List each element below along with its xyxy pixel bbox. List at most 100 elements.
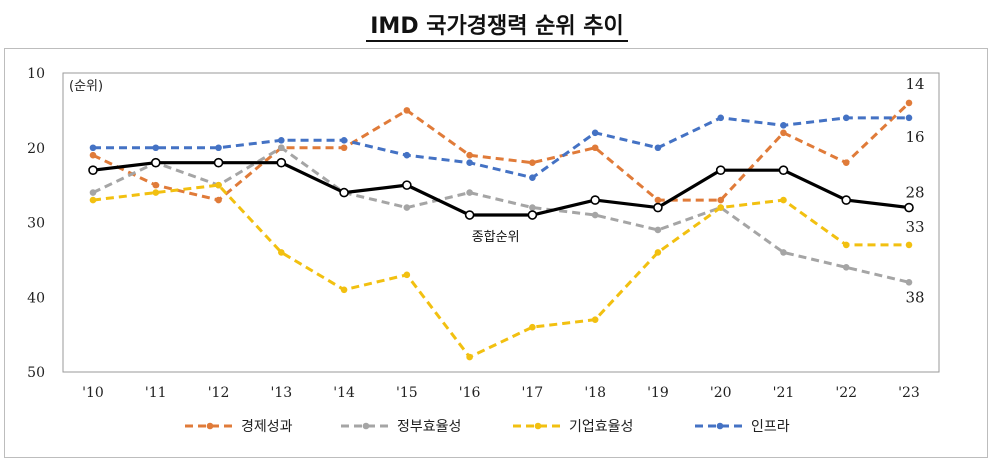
x-tick-label: '16 — [459, 385, 481, 401]
series-point-2 — [591, 316, 599, 323]
annotation-label: 종합순위 — [472, 230, 520, 245]
y-tick-label: 50 — [27, 365, 45, 381]
series-point-4 — [213, 157, 224, 168]
x-tick-label: '21 — [773, 385, 795, 401]
series-point-1 — [842, 264, 850, 271]
series-point-2 — [842, 241, 850, 249]
series-point-3 — [654, 144, 662, 152]
legend-label: 인프라 — [751, 419, 790, 435]
series-point-3 — [529, 174, 536, 181]
y-tick-label: 10 — [27, 66, 45, 82]
series-point-4 — [841, 195, 852, 205]
x-tick-label: '18 — [584, 385, 606, 401]
series-point-4 — [778, 165, 789, 175]
series-point-2 — [905, 241, 913, 249]
series-point-3 — [403, 151, 411, 159]
x-tick-label: '11 — [145, 385, 167, 401]
series-point-0 — [529, 159, 536, 166]
series-point-4 — [904, 202, 914, 213]
series-point-4 — [715, 165, 726, 175]
series-point-3 — [591, 129, 599, 137]
series-line-1 — [92, 146, 910, 284]
series-point-3 — [278, 136, 285, 144]
x-tick-label: '13 — [270, 385, 292, 401]
legend-item: 인프라 — [695, 419, 790, 435]
series-end-label: 33 — [905, 218, 924, 236]
chart-title-text: IMD 국가경쟁력 순위 추이 — [366, 14, 628, 42]
series-point-3 — [780, 122, 787, 129]
line-chart: 10 20 30 40 50 (순위) '10 '11 '12 '13 '14 '15 '16 '17 '1… — [27, 66, 940, 435]
series-point-1 — [403, 204, 411, 211]
series-point-2 — [529, 323, 536, 331]
plot-area — [62, 72, 940, 373]
series-point-3 — [717, 114, 724, 122]
x-tick-label: '14 — [333, 385, 355, 401]
series-point-2 — [152, 189, 160, 196]
legend-swatch-marker — [534, 422, 542, 430]
y-axis-unit: (순위) — [69, 79, 103, 94]
legend-swatch-marker — [362, 422, 370, 430]
series-point-2 — [654, 249, 662, 256]
series-point-0 — [403, 107, 411, 114]
series-point-0 — [654, 196, 662, 204]
series-end-label: 38 — [905, 288, 924, 306]
series-point-3 — [466, 159, 473, 166]
series-point-0 — [466, 151, 473, 159]
legend-label: 정부효율성 — [397, 419, 461, 435]
series-point-2 — [466, 353, 473, 361]
series-point-2 — [215, 181, 222, 189]
legend-label: 경제성과 — [241, 419, 293, 435]
series-point-0 — [842, 159, 850, 166]
series-point-1 — [591, 211, 599, 219]
legend-swatch-marker — [206, 422, 214, 430]
x-tick-label: '20 — [710, 385, 732, 401]
series-point-1 — [905, 279, 913, 286]
series-point-3 — [215, 144, 222, 152]
series-point-2 — [780, 196, 787, 204]
x-tick-label: '23 — [898, 385, 920, 401]
series-point-4 — [653, 202, 663, 213]
series-point-3 — [905, 114, 913, 122]
series-line-2 — [92, 183, 909, 359]
series-point-1 — [780, 249, 787, 256]
series-point-4 — [527, 210, 538, 220]
y-tick-label: 40 — [27, 290, 45, 306]
series-line-3 — [93, 116, 909, 180]
legend-item: 경제성과 — [185, 419, 293, 435]
x-tick-label: '12 — [208, 385, 230, 401]
series-end-label: 14 — [905, 75, 924, 93]
series-point-1 — [466, 189, 473, 196]
x-tick-label: '17 — [522, 385, 544, 401]
series-point-4 — [464, 210, 475, 220]
series-end-label: 16 — [905, 128, 924, 146]
x-tick-label: '10 — [82, 385, 104, 401]
legend-item: 정부효율성 — [341, 419, 461, 435]
series-point-4 — [339, 187, 349, 198]
chart-title: IMD 국가경쟁력 순위 추이 — [0, 8, 994, 42]
series-line-4 — [92, 161, 910, 217]
legend-swatch-marker — [716, 422, 724, 430]
y-tick-label: 30 — [27, 216, 45, 232]
series-point-0 — [152, 181, 160, 189]
legend-label: 기업효율성 — [569, 419, 633, 435]
series-point-2 — [403, 271, 411, 279]
series-line-0 — [92, 101, 911, 202]
series-point-3 — [89, 144, 97, 152]
series-point-0 — [780, 129, 787, 137]
series-point-4 — [402, 180, 412, 190]
series-point-1 — [529, 204, 536, 211]
series-point-2 — [278, 249, 285, 256]
series-point-4 — [150, 157, 161, 168]
series-point-0 — [89, 151, 97, 159]
chart-frame: 10 20 30 40 50 (순위) '10 '11 '12 '13 '14 '15 '16 '17 '1… — [4, 48, 988, 458]
series-point-0 — [340, 144, 348, 152]
series-point-4 — [276, 157, 287, 168]
y-tick-label: 20 — [27, 141, 45, 157]
x-tick-label: '22 — [835, 385, 857, 401]
series-point-1 — [654, 226, 662, 234]
series-point-1 — [278, 144, 285, 152]
series-point-0 — [717, 196, 724, 204]
x-tick-label: '19 — [647, 385, 669, 401]
x-tick-label: '15 — [396, 385, 418, 401]
series-point-2 — [340, 286, 348, 294]
